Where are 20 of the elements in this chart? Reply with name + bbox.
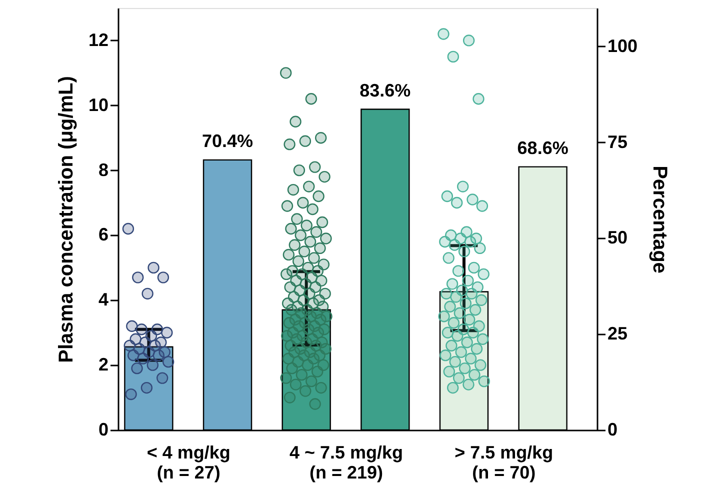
y2-tick-label: 75 bbox=[608, 132, 628, 152]
y-tick-label: 8 bbox=[98, 160, 108, 180]
x-tick-label: < 4 mg/kg (n = 27) bbox=[146, 442, 230, 482]
data-label: 70.4% bbox=[202, 130, 254, 151]
y2-tick-label: 0 bbox=[608, 420, 618, 440]
y2-axis-title: Percentage bbox=[648, 166, 671, 274]
y-tick-label: 4 bbox=[98, 290, 108, 310]
y-tick-label: 12 bbox=[88, 30, 108, 50]
data-label: 68.6% bbox=[517, 138, 568, 158]
y-tick-label: 2 bbox=[98, 354, 108, 375]
y-tick-label: 10 bbox=[88, 94, 108, 115]
y2-tick-label: 25 bbox=[608, 324, 628, 344]
y-axis-title: Plasma concentration (μg/mL) bbox=[55, 76, 78, 363]
y-tick-label: 6 bbox=[98, 224, 108, 245]
y2-tick-label: 100 bbox=[608, 36, 638, 56]
x-tick-label: > 7.5 mg/kg (n = 70) bbox=[454, 442, 554, 482]
x-tick-label: 4 ~ 7.5 mg/kg (n = 219) bbox=[289, 442, 404, 482]
y-tick-label: 0 bbox=[98, 420, 108, 440]
y2-tick-label: 50 bbox=[608, 228, 628, 248]
data-label: 83.6% bbox=[360, 80, 411, 100]
